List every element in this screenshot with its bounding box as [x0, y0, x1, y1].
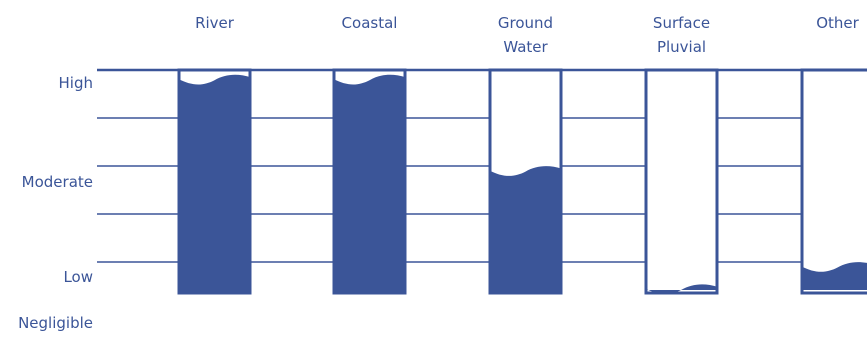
category-label-line: Coastal [342, 14, 398, 32]
category-label-line: River [195, 14, 235, 32]
level-label-negligible: Negligible [18, 314, 93, 332]
bars [177, 68, 867, 295]
category-label-line: Pluvial [657, 38, 706, 56]
bar-river [177, 68, 252, 295]
category-label-other: Other [816, 14, 859, 32]
bar-surface-pluvial [644, 68, 719, 295]
category-label-line: Other [816, 14, 859, 32]
category-label-ground-water: Ground Water [498, 14, 553, 56]
bar-fill [801, 262, 867, 290]
category-label-line: Ground [498, 14, 553, 32]
category-label-coastal: Coastal [342, 14, 398, 32]
bar-ground-water [488, 68, 563, 295]
category-label-surface-pluvial: Surface Pluvial [653, 14, 710, 56]
category-label-line: Water [503, 38, 548, 56]
bar-fill [645, 284, 718, 295]
bar-coastal [332, 68, 407, 295]
bar-outline [800, 68, 867, 295]
level-label-high: High [59, 74, 93, 92]
bar-outline [644, 68, 719, 295]
level-labels: High Moderate Low Negligible [18, 74, 93, 332]
category-label-river: River [195, 14, 235, 32]
level-label-low: Low [63, 268, 93, 286]
bar-fill [489, 166, 562, 293]
category-labels: River Coastal Ground Water Surface Pluvial Oth… [195, 14, 860, 56]
bar-other [800, 68, 867, 295]
category-label-line: Surface [653, 14, 710, 32]
bar-fill [178, 74, 251, 294]
bar-fill [333, 74, 406, 294]
level-label-moderate: Moderate [22, 173, 93, 191]
